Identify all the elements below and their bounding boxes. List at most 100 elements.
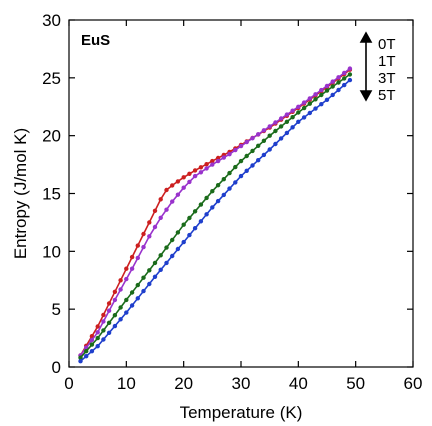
data-point xyxy=(198,202,204,207)
data-point xyxy=(175,230,181,235)
data-point xyxy=(89,349,95,354)
data-point xyxy=(181,175,186,180)
data-point xyxy=(158,197,163,202)
data-point xyxy=(135,296,140,301)
data-point xyxy=(256,132,261,137)
data-point xyxy=(147,234,152,239)
data-point xyxy=(284,119,290,125)
legend-arrow-icon xyxy=(359,31,373,102)
data-point xyxy=(204,166,209,171)
data-point xyxy=(290,125,295,130)
data-point xyxy=(296,119,301,125)
y-axis-title: Entropy (J/mol K) xyxy=(11,128,30,259)
data-point xyxy=(175,179,181,184)
data-point xyxy=(152,208,158,213)
data-point xyxy=(181,222,186,227)
data-point xyxy=(319,87,324,93)
data-point xyxy=(124,276,129,282)
ticks-layer: 0 10 20 30 40 50 60 0 5 10 15 20 25 30 xyxy=(42,11,422,393)
data-point xyxy=(250,163,255,168)
y-tick-label: 15 xyxy=(42,185,61,204)
data-point xyxy=(106,320,112,325)
data-point xyxy=(112,313,118,318)
data-point xyxy=(330,79,335,84)
data-point xyxy=(284,112,290,117)
data-point xyxy=(101,319,106,324)
data-point xyxy=(118,305,123,310)
data-point xyxy=(181,185,186,190)
data-point xyxy=(261,152,267,158)
data-point xyxy=(244,153,249,159)
data-point xyxy=(152,260,158,266)
data-point xyxy=(198,165,204,170)
data-point xyxy=(181,239,186,245)
data-point xyxy=(95,335,100,341)
data-point xyxy=(164,207,169,212)
data-point xyxy=(187,171,192,176)
series-layer xyxy=(78,66,353,364)
data-point xyxy=(129,266,135,271)
data-point xyxy=(192,173,198,179)
x-tick-label: 60 xyxy=(404,374,423,393)
data-point xyxy=(215,155,221,161)
chart-annotation: EuS xyxy=(81,32,110,49)
data-point xyxy=(129,254,135,260)
data-point xyxy=(278,116,284,121)
data-point xyxy=(307,96,312,101)
data-point xyxy=(336,75,341,80)
data-point xyxy=(141,275,146,280)
data-point xyxy=(233,147,238,153)
data-point xyxy=(273,141,278,147)
data-point xyxy=(238,173,244,179)
data-point xyxy=(141,231,146,237)
data-point xyxy=(135,282,140,288)
y-tick-label: 30 xyxy=(42,11,61,30)
data-point xyxy=(158,253,163,258)
data-point xyxy=(170,183,175,188)
data-point xyxy=(170,237,175,243)
data-point xyxy=(273,120,278,125)
x-tick-label: 50 xyxy=(346,374,365,393)
data-point xyxy=(290,108,295,113)
data-point xyxy=(233,164,238,170)
data-point xyxy=(324,83,330,89)
data-point xyxy=(192,209,198,214)
data-point xyxy=(210,189,215,194)
data-point xyxy=(124,266,129,271)
data-point xyxy=(342,70,347,76)
data-point xyxy=(278,124,284,129)
data-point xyxy=(106,308,112,313)
data-point xyxy=(198,170,204,175)
data-point xyxy=(330,92,335,98)
data-point xyxy=(141,244,146,250)
data-point xyxy=(158,267,163,272)
data-point xyxy=(221,192,226,198)
data-point xyxy=(129,303,135,308)
data-point xyxy=(347,66,353,71)
series-line xyxy=(79,73,351,359)
data-point xyxy=(278,136,284,141)
data-point xyxy=(158,215,163,220)
data-point xyxy=(244,168,249,173)
x-tick-label: 20 xyxy=(174,374,193,393)
data-point xyxy=(347,72,353,77)
data-point xyxy=(187,179,192,185)
series-0T xyxy=(78,67,353,358)
data-point xyxy=(112,323,118,329)
data-point xyxy=(261,128,267,133)
data-point xyxy=(101,328,106,333)
data-point xyxy=(227,170,232,176)
data-point xyxy=(256,158,261,163)
data-point xyxy=(347,77,353,83)
data-point xyxy=(118,317,123,322)
data-point xyxy=(319,92,324,98)
data-point xyxy=(290,115,295,120)
y-tick-label: 25 xyxy=(42,69,61,88)
data-point xyxy=(101,337,106,342)
plot-frame xyxy=(68,19,414,368)
y-tick-label: 5 xyxy=(52,300,61,319)
data-point xyxy=(175,192,181,197)
data-point xyxy=(244,139,249,145)
